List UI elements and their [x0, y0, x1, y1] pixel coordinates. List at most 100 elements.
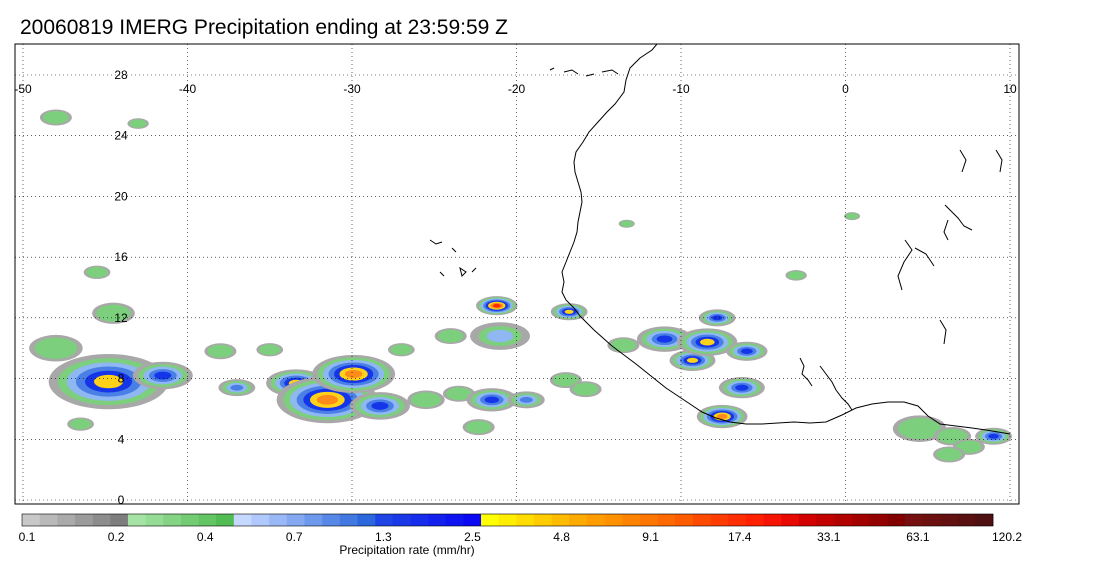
colorbar-tick-label: 2.5 — [464, 530, 481, 544]
colorbar-swatch — [180, 514, 199, 526]
lon-tick-label: -10 — [672, 82, 690, 96]
colorbar-swatch — [269, 514, 288, 526]
storm-cell — [371, 401, 389, 410]
colorbar-swatch — [728, 514, 747, 526]
storm-cell — [94, 374, 124, 389]
storm-cell — [735, 384, 749, 391]
colorbar-swatch — [940, 514, 958, 526]
colorbar-tick-label: 0.1 — [19, 530, 36, 544]
colorbar-swatch — [887, 514, 906, 526]
colorbar-tick-label: 0.4 — [197, 530, 214, 544]
colorbar-tick-label: 33.1 — [817, 530, 841, 544]
colorbar-swatch — [127, 514, 146, 526]
colorbar-swatch — [904, 514, 923, 526]
rain-cell-light — [572, 382, 599, 396]
storm-cell — [316, 394, 338, 405]
colorbar-swatch — [781, 514, 800, 526]
colorbar-swatch — [339, 514, 358, 526]
colorbar-swatch — [198, 514, 217, 526]
colorbar-swatch — [92, 514, 111, 526]
lon-tick-label: -30 — [343, 82, 361, 96]
storm-cell — [711, 315, 723, 321]
rain-cell-light — [446, 387, 472, 401]
rain-cell-light — [437, 329, 464, 343]
rain-cell-light — [787, 271, 805, 280]
colorbar-swatch — [657, 514, 676, 526]
colorbar-swatch — [834, 514, 853, 526]
rain-cell-light — [465, 420, 492, 434]
colorbar-swatch — [551, 514, 570, 526]
rain-cell-light — [129, 119, 147, 128]
lat-tick-label: 20 — [114, 189, 128, 203]
colorbar-swatch — [922, 514, 941, 526]
lake-volta — [799, 357, 813, 387]
colorbar-swatch — [22, 514, 40, 526]
colorbar-swatch — [851, 514, 870, 526]
colorbar-swatch — [692, 514, 711, 526]
colorbar-swatch — [428, 514, 447, 526]
lat-tick-label: 28 — [114, 68, 128, 82]
colorbar-swatch — [286, 514, 305, 526]
inland-features-east — [897, 149, 1003, 345]
colorbar-swatch — [445, 514, 464, 526]
storm-cell — [740, 348, 753, 354]
colorbar-swatch — [74, 514, 93, 526]
colorbar-swatch — [745, 514, 764, 526]
colorbar-swatch — [39, 514, 58, 526]
inland-river-niger — [819, 365, 853, 411]
axis-labels: -50 -40 -30 -20 -10 0 10 0 4 8 12 16 20 24 28 — [14, 68, 1017, 507]
coastlines — [429, 44, 1011, 435]
colorbar-title: Precipitation rate (mm/hr) — [339, 543, 474, 557]
storm-cell — [656, 335, 673, 343]
canary-islands — [549, 67, 619, 77]
colorbar-frame — [21, 513, 994, 527]
colorbar-swatch — [498, 514, 517, 526]
storm-cell — [492, 303, 501, 308]
rain-cell-light — [937, 428, 968, 444]
colorbar-tick-label: 4.8 — [553, 530, 570, 544]
storm-cell — [486, 329, 514, 343]
storm-cell — [564, 309, 574, 314]
colorbar-tick-label: 63.1 — [906, 530, 930, 544]
colorbar-swatch — [533, 514, 552, 526]
colorbar-tick-label: 9.1 — [642, 530, 659, 544]
storm-cell — [154, 371, 172, 380]
colorbar-swatch — [586, 514, 605, 526]
map-title: 20060819 IMERG Precipitation ending at 2… — [20, 16, 508, 39]
colorbar-swatch — [604, 514, 623, 526]
rain-cell-light — [34, 337, 78, 359]
rain-cell-light — [390, 344, 413, 356]
lat-tick-label: 8 — [118, 372, 125, 386]
map-frame — [14, 43, 1020, 505]
cape-verde-islands — [429, 239, 477, 277]
colorbar-swatch — [392, 514, 411, 526]
colorbar-swatch — [233, 514, 252, 526]
rain-cell-light — [898, 418, 941, 440]
storm-cell — [230, 384, 244, 391]
colorbar-swatch — [763, 514, 782, 526]
precipitation-field — [29, 109, 1012, 463]
rain-cell-light — [43, 111, 69, 124]
storm-cell — [988, 433, 999, 439]
colorbar-tick-label: 17.4 — [728, 530, 752, 544]
colorbar-swatch — [481, 514, 499, 526]
colorbar-swatch — [375, 514, 394, 526]
lon-tick-label: 0 — [842, 82, 849, 96]
rain-cell-light — [845, 212, 859, 220]
lon-tick-label: -20 — [508, 82, 526, 96]
storm-cell — [484, 396, 500, 404]
colorbar-swatch — [322, 514, 341, 526]
colorbar-swatch — [145, 514, 164, 526]
colorbar: 0.1 0.2 0.4 0.7 1.3 2.5 4.8 9.1 17.4 33.1 63.1 120.… — [19, 513, 1022, 557]
rain-cell-light — [259, 344, 281, 356]
rain-cell-light — [936, 448, 962, 461]
lat-tick-label: 12 — [114, 311, 128, 325]
colorbar-swatch — [410, 514, 429, 526]
storm-cell — [716, 414, 728, 419]
lon-tick-label: 10 — [1003, 82, 1017, 96]
storm-cell — [700, 338, 715, 346]
lon-tick-label: -50 — [14, 82, 32, 96]
lat-tick-label: 4 — [118, 432, 125, 446]
rain-cell-light — [86, 267, 108, 278]
colorbar-swatch — [957, 514, 976, 526]
